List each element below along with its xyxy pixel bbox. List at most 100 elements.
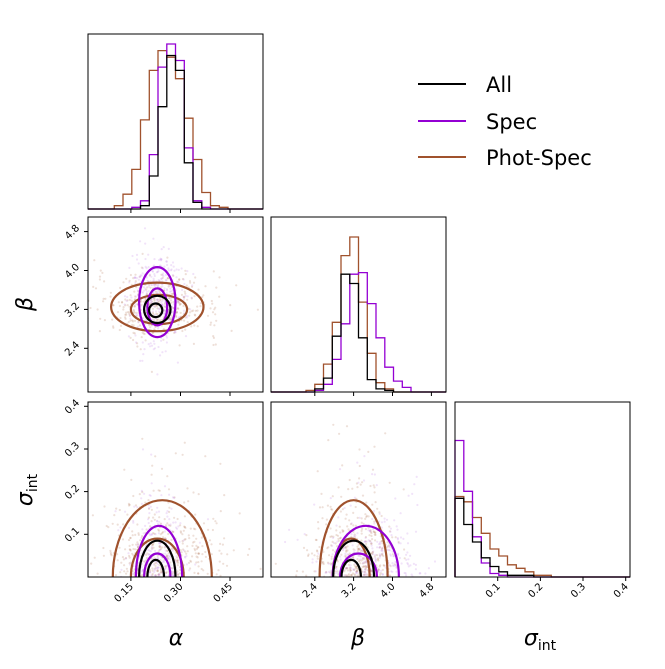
scatter-point [141, 570, 144, 573]
scatter-point [357, 548, 360, 551]
scatter-point [119, 571, 122, 574]
scatter-point [141, 448, 145, 451]
scatter-point [327, 546, 330, 549]
scatter-point [156, 569, 159, 573]
scatter-point [194, 549, 197, 552]
scatter-point [310, 552, 314, 555]
scatter-point [128, 548, 131, 551]
scatter-point [139, 274, 142, 277]
scatter-point [152, 546, 155, 549]
scatter-point [374, 553, 377, 556]
scatter-point [156, 506, 159, 509]
ylabel-sigma-sub: int [25, 473, 41, 492]
scatter-point [329, 562, 332, 565]
scatter-point [199, 305, 202, 308]
scatter-point [324, 571, 327, 575]
scatter-point [332, 541, 336, 545]
scatter-point [143, 289, 146, 292]
scatter-point [190, 297, 193, 300]
scatter-point [190, 296, 193, 299]
scatter-point [376, 507, 379, 510]
scatter-point [150, 324, 153, 327]
scatter-point [391, 564, 395, 567]
scatter-point [139, 539, 142, 542]
scatter-point [363, 557, 366, 561]
scatter-point [151, 574, 154, 577]
scatter-point [359, 558, 362, 561]
histogram-sigma [454, 439, 630, 578]
scatter-point [395, 566, 398, 569]
scatter-point [151, 269, 154, 273]
scatter-point [132, 324, 135, 327]
scatter-point [399, 536, 403, 539]
scatter-point [380, 526, 383, 529]
scatter-point [151, 572, 154, 576]
scatter-point [394, 536, 397, 539]
scatter-point [193, 313, 196, 316]
scatter-point [371, 473, 374, 476]
scatter-point [313, 554, 316, 557]
scatter-point [388, 525, 391, 528]
histogram-alpha [88, 43, 263, 210]
scatter-point [129, 314, 132, 317]
scatter-point [418, 572, 421, 575]
scatter-point [190, 285, 194, 288]
scatter-point [206, 572, 209, 575]
scatter-point [374, 559, 377, 562]
scatter-point [156, 270, 159, 274]
scatter-point [143, 560, 146, 563]
scatter-point [141, 252, 144, 255]
scatter-point [152, 563, 155, 566]
scatter-point [159, 299, 162, 302]
scatter-point [175, 526, 178, 529]
scatter-point [371, 517, 374, 521]
scatter-point [178, 316, 181, 319]
scatter-point [182, 295, 185, 298]
scatter-point [190, 310, 193, 313]
scatter-point [318, 506, 322, 509]
scatter-point [169, 269, 173, 272]
scatter-point [379, 564, 382, 567]
scatter-point [157, 345, 160, 349]
scatter-point [374, 501, 377, 504]
scatter-point [409, 554, 412, 557]
scatter-point [132, 331, 135, 334]
scatter-point [127, 504, 131, 507]
scatter-point [223, 537, 226, 540]
scatter-point [380, 553, 383, 556]
y-tick-label: 0.1 [63, 526, 82, 545]
scatter-point [340, 495, 343, 498]
scatter-point [354, 572, 358, 575]
scatter-point [391, 553, 394, 556]
contour-all-1 [143, 294, 172, 325]
scatter-point [160, 571, 163, 574]
scatter-point [148, 494, 151, 497]
scatter-point [130, 299, 133, 302]
scatter-point [116, 553, 119, 556]
scatter-point [359, 548, 362, 551]
scatter-point [112, 326, 115, 329]
scatter-point [150, 545, 153, 549]
scatter-point [335, 567, 338, 570]
scatter-point [198, 552, 201, 555]
scatter-point [154, 567, 157, 570]
panel-sigma-hist [454, 401, 631, 578]
scatter-point [173, 269, 176, 272]
scatter-point [180, 267, 183, 270]
scatter-point [109, 291, 112, 294]
scatter-point [331, 495, 334, 498]
scatter-point [183, 525, 186, 529]
scatter-point [148, 285, 151, 288]
scatter-point [354, 534, 357, 537]
scatter-point [397, 552, 400, 556]
scatter-point [170, 264, 173, 267]
scatter-point [194, 314, 197, 317]
scatter-point [176, 561, 179, 564]
scatter-point [115, 507, 118, 510]
scatter-point [326, 547, 329, 550]
scatter-point [171, 274, 174, 277]
scatter-point [189, 308, 192, 311]
scatter-point [122, 308, 125, 311]
scatter-point [174, 560, 177, 563]
y-tick-label: 2.4 [63, 340, 82, 359]
